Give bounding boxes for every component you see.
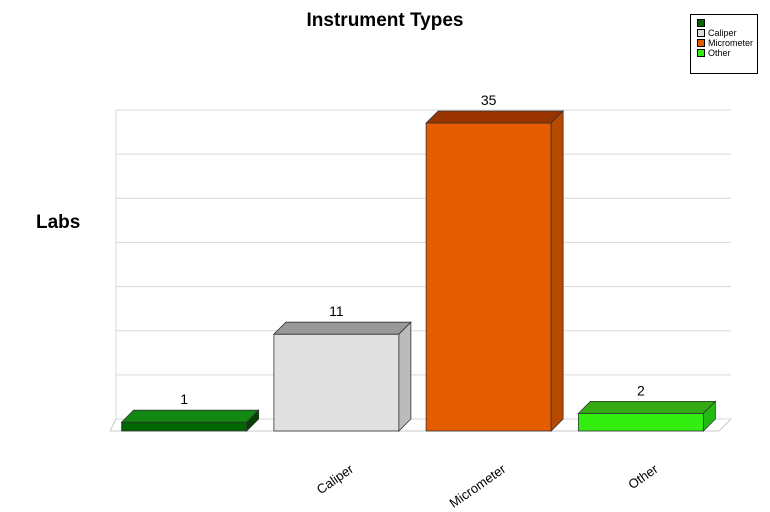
bar-side-face [246, 409, 260, 432]
legend-swatch [697, 39, 705, 47]
legend: Caliper Micrometer Other [690, 14, 758, 74]
bar-side-face [702, 400, 716, 432]
y-axis-label: Labs [36, 212, 81, 233]
bar-top-face [272, 321, 412, 335]
legend-label: Other [708, 48, 731, 58]
chart-title: Instrument Types [306, 10, 464, 31]
bar-top-face [577, 400, 717, 414]
legend-item [697, 18, 757, 28]
data-label: 1 [180, 391, 188, 407]
bar [577, 412, 704, 432]
bar [273, 333, 400, 432]
bar [121, 421, 248, 432]
bar-top-face [120, 409, 260, 423]
legend-item: Other [697, 48, 757, 58]
bar [425, 122, 552, 432]
legend-label: Micrometer [708, 38, 754, 48]
data-label: 11 [329, 303, 344, 319]
x-tick-label: Caliper [314, 461, 357, 497]
x-tick-label: Other [625, 461, 661, 492]
legend-item: Caliper [697, 28, 757, 38]
legend-swatch [697, 19, 705, 27]
legend-item: Micrometer [697, 38, 757, 48]
legend-swatch [697, 29, 705, 37]
data-label: 35 [481, 92, 497, 108]
data-label: 2 [637, 382, 645, 398]
bar-side-face [398, 321, 412, 432]
legend-swatch [697, 49, 705, 57]
x-tick-label: Micrometer [446, 461, 508, 511]
bar-side-face [550, 110, 564, 432]
bar-top-face [425, 110, 565, 124]
legend-label: Caliper [708, 28, 737, 38]
floor-left-edge [109, 418, 117, 432]
floor-side-edge [718, 418, 732, 432]
